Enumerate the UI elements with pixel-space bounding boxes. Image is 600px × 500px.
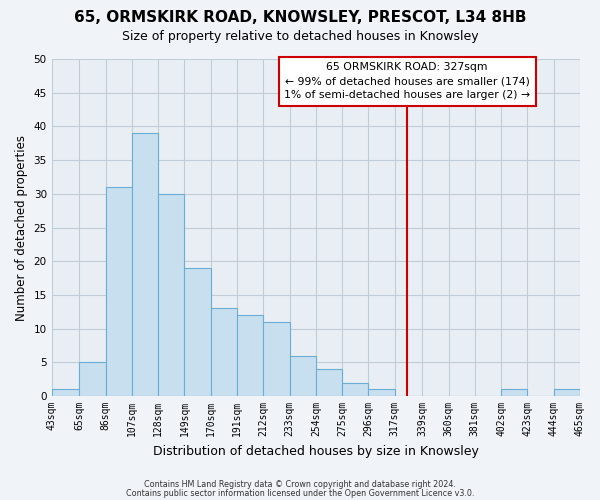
- Bar: [316, 369, 342, 396]
- Y-axis label: Number of detached properties: Number of detached properties: [15, 134, 28, 320]
- Bar: [342, 382, 368, 396]
- Bar: [263, 322, 290, 396]
- Text: Contains public sector information licensed under the Open Government Licence v3: Contains public sector information licen…: [126, 488, 474, 498]
- X-axis label: Distribution of detached houses by size in Knowsley: Distribution of detached houses by size …: [153, 444, 479, 458]
- Bar: [79, 362, 106, 396]
- Bar: [52, 390, 79, 396]
- Bar: [158, 194, 184, 396]
- Text: 65, ORMSKIRK ROAD, KNOWSLEY, PRESCOT, L34 8HB: 65, ORMSKIRK ROAD, KNOWSLEY, PRESCOT, L3…: [74, 10, 526, 25]
- Bar: [132, 133, 158, 396]
- Bar: [211, 308, 237, 396]
- Text: Size of property relative to detached houses in Knowsley: Size of property relative to detached ho…: [122, 30, 478, 43]
- Text: Contains HM Land Registry data © Crown copyright and database right 2024.: Contains HM Land Registry data © Crown c…: [144, 480, 456, 489]
- Text: 65 ORMSKIRK ROAD: 327sqm
← 99% of detached houses are smaller (174)
1% of semi-d: 65 ORMSKIRK ROAD: 327sqm ← 99% of detach…: [284, 62, 530, 100]
- Bar: [106, 187, 132, 396]
- Bar: [501, 390, 527, 396]
- Bar: [237, 315, 263, 396]
- Bar: [184, 268, 211, 396]
- Bar: [554, 390, 580, 396]
- Bar: [368, 390, 395, 396]
- Bar: [290, 356, 316, 396]
